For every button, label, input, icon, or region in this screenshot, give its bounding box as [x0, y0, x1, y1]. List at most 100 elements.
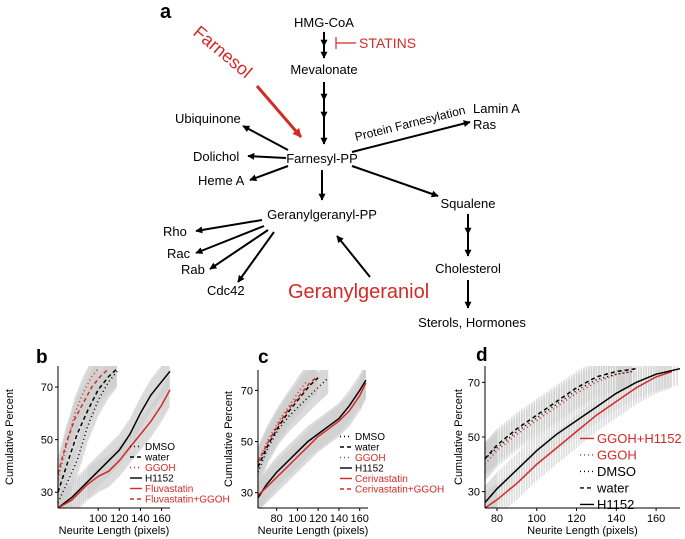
x-axis-label: Neurite Length (pixels): [59, 525, 170, 537]
panel-label-d: d: [476, 345, 488, 366]
y-tick-label: 30: [41, 487, 53, 499]
arrow-to-heme: [249, 165, 289, 182]
y-tick-label: 50: [241, 437, 253, 449]
node-heme-a: Heme A: [198, 173, 245, 188]
series-line-water: [257, 377, 319, 468]
x-tick-label: 100: [89, 513, 107, 525]
x-tick-label: 100: [288, 513, 306, 525]
node-cholesterol: Cholesterol: [435, 261, 501, 276]
x-axis-label: Neurite Length (pixels): [258, 525, 369, 537]
series-line-cerivastatin: [257, 382, 367, 496]
y-axis-label: Cumulative Percent: [4, 389, 16, 485]
y-tick-label: 70: [241, 385, 253, 397]
node-geranylgeraniol: Geranylgeraniol: [288, 281, 429, 303]
legend-label: GGOH: [355, 453, 386, 464]
arrow-to-cdc42: [237, 231, 275, 283]
chart-panel-b: b 100 120 140 160 30 50 70 Neurite Length (pixel…: [4, 347, 230, 537]
legend-label: GGOH: [145, 463, 176, 474]
y-tick-label: 30: [468, 487, 480, 499]
x-tick-label: 80: [491, 513, 503, 525]
arrow-to-lamin-ras: [351, 120, 471, 153]
x-axis-label: Neurite Length (pixels): [527, 525, 638, 537]
series-line-fluvastatin-ggoh: [57, 368, 110, 474]
arrow-to-rab: [209, 229, 269, 270]
x-tick-label: 160: [647, 513, 665, 525]
y-tick-label: 70: [468, 377, 480, 389]
legend-label: H1152: [145, 474, 174, 485]
series-line-h1152: [257, 379, 367, 499]
y-tick-label: 30: [241, 488, 253, 500]
node-cdc42: Cdc42: [207, 283, 245, 298]
legend-label: Fluvastatin: [145, 484, 193, 495]
chart-panel-d: d 80 100 120 140 160 30 50 70 Neurite Length (pix…: [453, 345, 682, 537]
node-ras: Ras: [473, 117, 497, 132]
legend-label: water: [144, 453, 170, 464]
y-tick-label: 70: [41, 382, 53, 394]
series-line-fluvastatin: [57, 389, 171, 509]
x-tick-label: 160: [351, 513, 369, 525]
legend: DMSOwaterGGOHH1152CerivastatinCerivastat…: [340, 432, 444, 496]
node-ubiquinone: Ubiquinone: [175, 111, 241, 126]
series-line-dmso: [484, 370, 633, 460]
panel-label-a: a: [160, 1, 172, 23]
y-axis-label: Cumulative Percent: [223, 391, 235, 487]
x-tick-label: 140: [131, 513, 149, 525]
node-geranylgeranyl-pp: Geranylgeranyl-PP: [267, 207, 377, 222]
legend-label: H1152: [355, 464, 384, 475]
node-farnesol: Farnesol: [189, 22, 256, 82]
chart-panel-c: c 80 100 120 140 160 30 50 70 Neurite Length (pix…: [223, 347, 444, 537]
node-rac: Rac: [167, 246, 191, 261]
x-tick-label: 120: [110, 513, 128, 525]
panel-label-c: c: [258, 347, 269, 368]
arrow-to-ubiquinone: [242, 125, 289, 151]
node-dolichol: Dolichol: [193, 149, 239, 164]
legend-label: DMSO: [355, 432, 385, 443]
node-farnesyl-pp: Farnesyl-PP: [286, 151, 358, 166]
series-line-h1152: [484, 367, 681, 503]
series-line-water: [57, 368, 118, 493]
series-line-h1152: [57, 370, 171, 509]
y-axis-label: Cumulative Percent: [453, 389, 465, 485]
y-tick-label: 50: [468, 432, 480, 444]
x-tick-label: 140: [607, 513, 625, 525]
x-tick-label: 100: [528, 513, 546, 525]
x-tick-label: 160: [152, 513, 170, 525]
arrow-to-rac: [195, 225, 265, 254]
arrow-from-geranylgeraniol: [336, 235, 371, 278]
node-hmg-coa: HMG-CoA: [294, 15, 354, 30]
arrow-to-dolichol: [247, 152, 287, 160]
x-tick-label: 140: [330, 513, 348, 525]
arrow-to-squalene: [351, 165, 439, 198]
legend-label: water: [596, 481, 629, 496]
legend-label: GGOH: [597, 448, 637, 463]
node-rho: Rho: [163, 224, 187, 239]
legend-label: DMSO: [597, 464, 636, 479]
series-line-ggoh: [484, 370, 633, 465]
series-line-dmso: [57, 370, 118, 504]
node-lamin-a: Lamin A: [473, 101, 520, 116]
node-squalene: Squalene: [441, 196, 496, 211]
node-mevalonate: Mevalonate: [290, 62, 357, 77]
legend-label: GGOH+H1152: [597, 431, 682, 446]
legend-label: Fluvastatin+GGOH: [145, 495, 230, 506]
y-tick-label: 50: [41, 435, 53, 447]
x-tick-label: 120: [309, 513, 327, 525]
legend-label: water: [354, 443, 380, 454]
legend-label: DMSO: [145, 442, 175, 453]
node-rab: Rab: [181, 262, 205, 277]
legend-label: H1152: [597, 497, 634, 512]
series-line-water: [484, 367, 637, 460]
pathway-diagram: a HMG-CoA STATINS Mevalonate Farnesol Ub…: [160, 1, 526, 330]
legend: DMSOwaterGGOHH1152FluvastatinFluvastatin…: [130, 442, 230, 506]
legend-label: Cerivastatin: [355, 474, 408, 485]
legend-label: Cerivastatin+GGOH: [355, 485, 444, 496]
panel-label-b: b: [36, 347, 48, 368]
node-statins: STATINS: [359, 35, 416, 51]
series-line-cerivastatin-ggoh: [257, 377, 317, 463]
arrow-farnesol: [255, 85, 303, 138]
node-sterols-hormones: Sterols, Hormones: [418, 315, 526, 330]
x-tick-label: 80: [271, 513, 283, 525]
arrow-to-rho: [195, 219, 263, 234]
